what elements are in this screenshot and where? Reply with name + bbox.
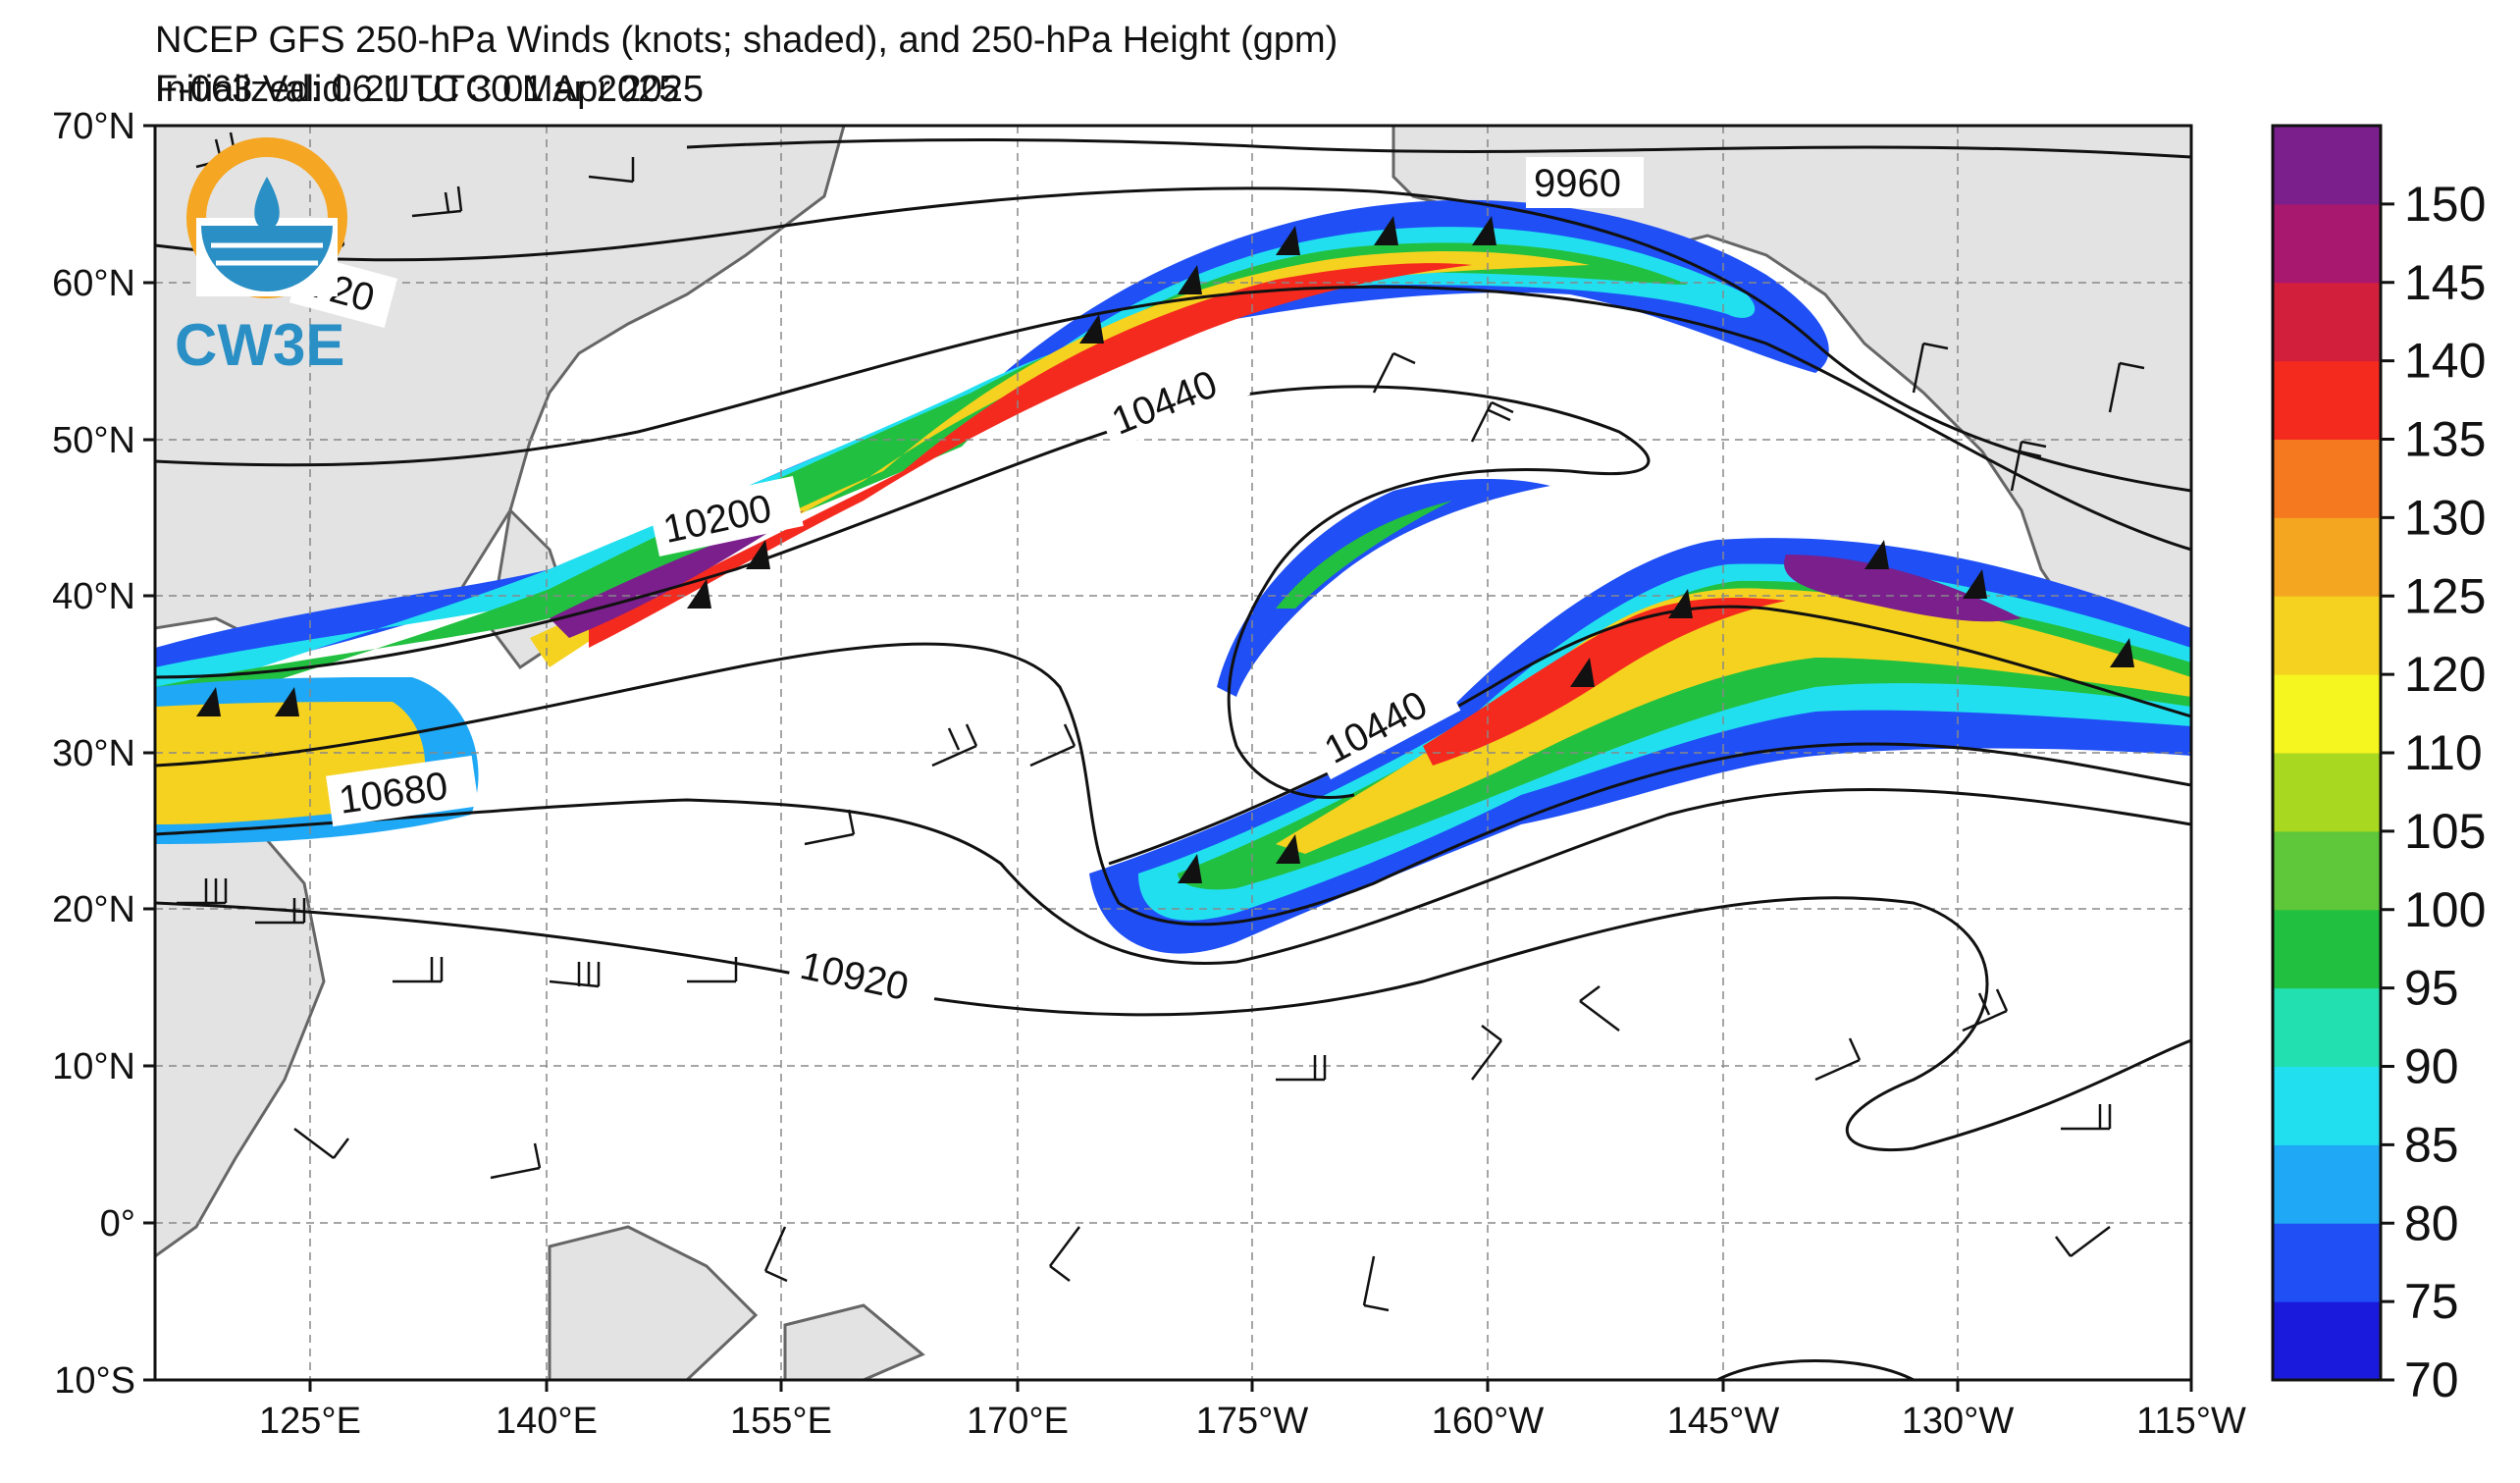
colorbar-label: 120 <box>2404 647 2486 702</box>
colorbar-label: 145 <box>2404 255 2486 310</box>
colorbar-segment <box>2273 830 2381 911</box>
lon-label: 130°W <box>1902 1401 2015 1442</box>
drop-icon <box>254 177 280 231</box>
lon-label: 145°W <box>1667 1401 1780 1442</box>
lon-label: 125°E <box>259 1401 361 1442</box>
lat-label: 10°S <box>54 1360 135 1402</box>
colorbar-label: 70 <box>2404 1352 2459 1407</box>
colorbar-label: 80 <box>2404 1195 2459 1250</box>
lat-label: 30°N <box>52 733 135 774</box>
colorbar-segment <box>2273 517 2381 597</box>
colorbar-label: 150 <box>2404 177 2486 232</box>
colorbar-segment <box>2273 596 2381 675</box>
map-title: NCEP GFS 250-hPa Winds (knots; shaded), … <box>155 20 1339 61</box>
lat-label: 60°N <box>52 263 135 304</box>
height-label-9960: 9960 <box>1534 162 1621 205</box>
colorbar-segment <box>2273 282 2381 362</box>
colorbar-segment <box>2273 753 2381 832</box>
colorbar-segment <box>2273 203 2381 284</box>
colorbar-segment <box>2273 674 2381 754</box>
colorbar-segment <box>2273 360 2381 440</box>
axis-ticks <box>143 124 2193 1392</box>
lon-label: 160°W <box>1432 1401 1545 1442</box>
lat-label: 20°N <box>52 889 135 930</box>
height-contours <box>155 138 2191 1380</box>
valid-time: F-063 Valid: 21 UTC 01 Apr 2025 <box>155 69 705 110</box>
lon-label: 170°E <box>967 1401 1069 1442</box>
lat-labels: 70°N 60°N 50°N 40°N 30°N 20°N 10°N 0° 10… <box>52 106 135 1402</box>
colorbar-label: 140 <box>2404 334 2486 389</box>
lon-labels: 125°E 140°E 155°E 170°E 175°W 160°W 145°… <box>259 1401 2246 1442</box>
wind-flags <box>196 216 2134 883</box>
lat-label: 10°N <box>52 1046 135 1087</box>
colorbar: 70 75 80 85 90 95 100 105 110 120 125 130 135 140 145 1… <box>2271 124 2486 1407</box>
colorbar-label: 135 <box>2404 412 2486 467</box>
height-labels: 9960 720 10440 10200 10440 10680 10920 <box>289 157 1644 1019</box>
lat-label: 50°N <box>52 420 135 461</box>
lat-label: 0° <box>100 1203 135 1245</box>
colorbar-label: 105 <box>2404 804 2486 859</box>
lon-label: 115°W <box>2136 1401 2246 1442</box>
lat-label: 70°N <box>52 106 135 147</box>
wind-speed-shading <box>155 199 2191 954</box>
colorbar-segment <box>2273 126 2381 205</box>
colorbar-label: 75 <box>2404 1274 2459 1329</box>
lat-label: 40°N <box>52 576 135 617</box>
colorbar-label: 100 <box>2404 882 2486 937</box>
colorbar-segment <box>2273 1223 2381 1302</box>
colorbar-label: 85 <box>2404 1117 2459 1172</box>
colorbar-label: 110 <box>2404 725 2483 780</box>
colorbar-segment <box>2273 439 2381 518</box>
colorbar-label: 130 <box>2404 490 2486 545</box>
cw3e-logo: CW3E <box>175 137 347 378</box>
colorbar-segment <box>2273 987 2381 1067</box>
lon-label: 140°E <box>496 1401 598 1442</box>
lon-label: 155°E <box>730 1401 832 1442</box>
colorbar-segment <box>2273 1066 2381 1145</box>
colorbar-label: 95 <box>2404 961 2459 1016</box>
lon-label: 175°W <box>1196 1401 1309 1442</box>
logo-text: CW3E <box>175 312 344 378</box>
map-panel: 9960 720 10440 10200 10440 10680 10920 C… <box>155 126 2191 1380</box>
colorbar-label: 90 <box>2404 1039 2459 1094</box>
colorbar-segment <box>2273 1144 2381 1224</box>
colorbar-segment <box>2273 1301 2381 1381</box>
colorbar-segment <box>2273 909 2381 989</box>
graticule <box>155 126 2191 1380</box>
colorbar-label: 125 <box>2404 568 2486 623</box>
init-time: Initialized: 06 UTC 30 Mar 2025 <box>155 69 680 110</box>
